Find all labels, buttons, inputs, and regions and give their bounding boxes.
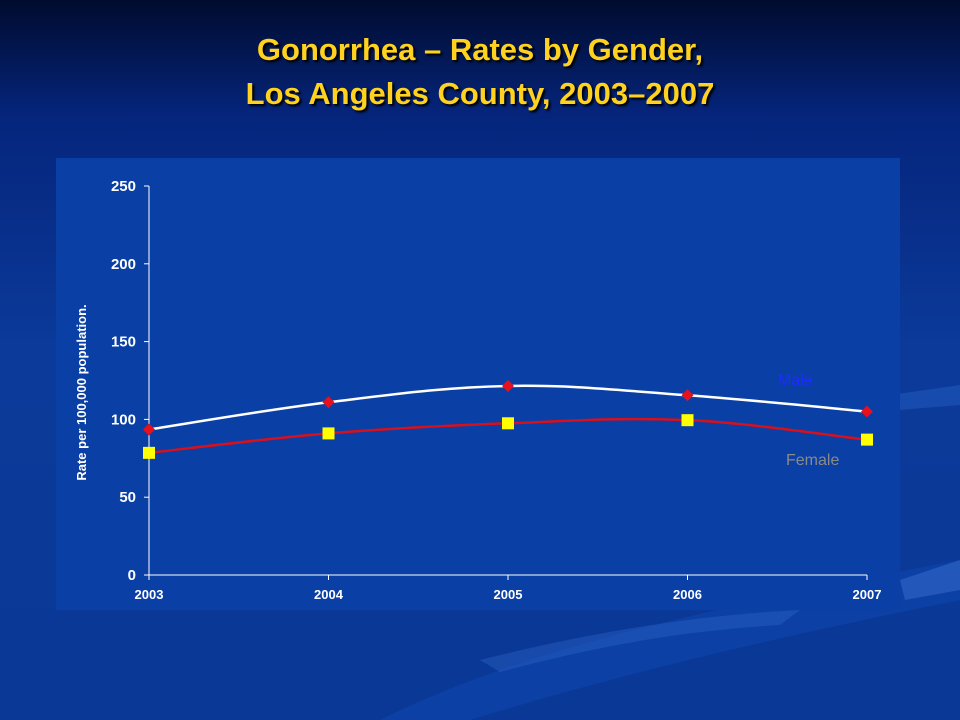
data-point-female: [861, 433, 873, 446]
chart-panel: 0 50 100 150 200 250 2003 2004 2005 2006 2007 Rate…: [56, 158, 900, 610]
y-axis-title: Rate per 100,000 population.: [74, 304, 89, 480]
y-tick-label: 150: [111, 334, 136, 351]
slide-title: Gonorrhea – Rates by Gender, Los Angeles…: [0, 28, 960, 116]
x-tick-label: 2006: [673, 587, 702, 602]
data-point-male: [502, 379, 514, 392]
data-point-male: [143, 423, 155, 436]
line-chart: 0 50 100 150 200 250 2003 2004 2005 2006 2007 Rate…: [74, 178, 881, 602]
chart-axes: 0 50 100 150 200 250 2003 2004 2005 2006 2007: [111, 178, 881, 602]
y-tick-label: 250: [111, 178, 136, 195]
chart-labels: Rate per 100,000 population. Male Female: [74, 304, 839, 480]
data-point-female: [322, 427, 335, 440]
data-point-male: [861, 405, 873, 418]
data-point-male: [681, 389, 694, 402]
slide-title-line-2: Los Angeles County, 2003–2007: [245, 76, 715, 111]
series-label-male: Male: [778, 372, 813, 389]
slide-title-line-1: Gonorrhea – Rates by Gender,: [256, 32, 704, 67]
x-tick-label: 2003: [135, 587, 164, 602]
series-label-female: Female: [786, 452, 839, 469]
data-point-female: [502, 417, 514, 430]
data-point-male: [322, 396, 335, 409]
data-point-female: [681, 414, 694, 427]
x-tick-label: 2007: [853, 587, 882, 602]
y-tick-label: 200: [111, 256, 136, 273]
y-tick-label: 50: [119, 489, 136, 506]
y-tick-label: 0: [128, 567, 136, 584]
y-tick-label: 100: [111, 411, 136, 428]
x-tick-label: 2005: [494, 587, 523, 602]
series-markers: [143, 379, 873, 459]
data-point-female: [143, 446, 155, 459]
x-tick-label: 2004: [314, 587, 344, 602]
